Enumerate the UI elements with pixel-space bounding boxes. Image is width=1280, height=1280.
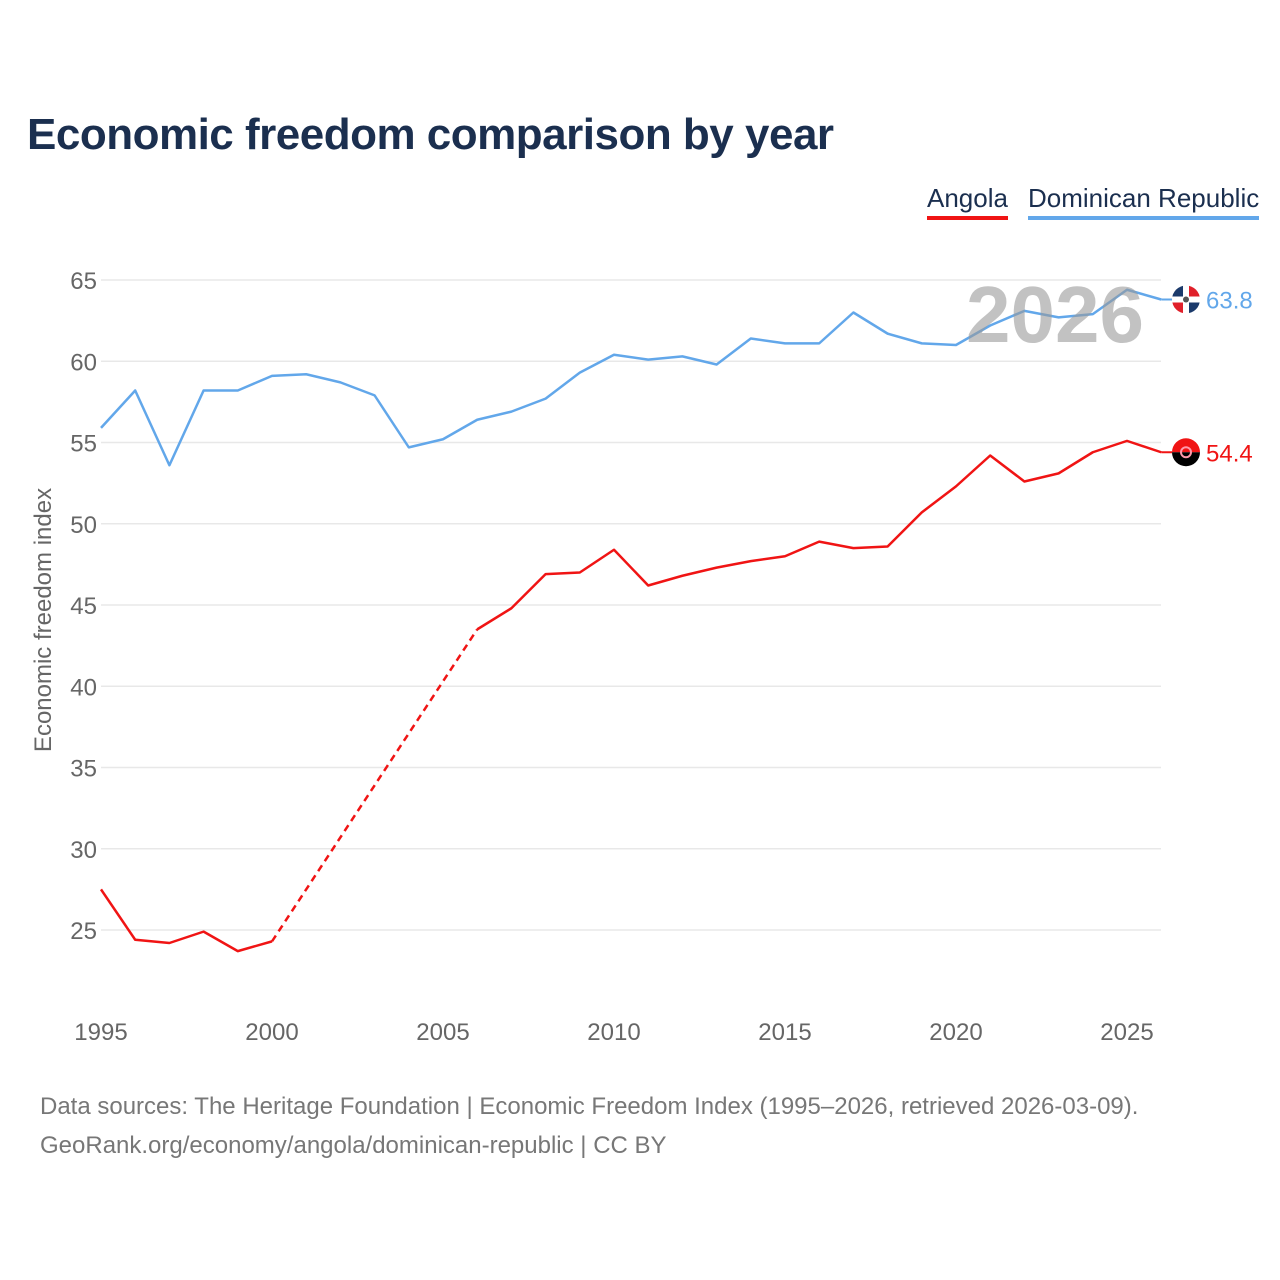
x-tick-label: 1995 <box>74 1019 127 1046</box>
series-line-1 <box>100 288 1162 467</box>
x-tick-label: 2025 <box>1100 1019 1153 1046</box>
x-tick-label: 2005 <box>416 1019 469 1046</box>
y-tick-label: 55 <box>70 431 97 458</box>
flag-q2 <box>1186 285 1200 300</box>
y-axis-label: Economic freedom index <box>30 488 57 752</box>
y-tick-label: 60 <box>70 349 97 376</box>
flag-emblem <box>1183 296 1189 303</box>
flag-q4 <box>1172 299 1186 314</box>
x-tick-label: 2000 <box>245 1019 298 1046</box>
flag-q1 <box>1172 285 1186 300</box>
x-tick-label: 2010 <box>587 1019 640 1046</box>
flag-bottom <box>1172 452 1200 467</box>
end-value-label: 63.8 <box>1206 288 1253 315</box>
source-line-1: Data sources: The Heritage Foundation | … <box>40 1093 1139 1120</box>
source-line-2[interactable]: GeoRank.org/economy/angola/dominican-rep… <box>40 1132 667 1159</box>
x-tick-label: 2015 <box>758 1019 811 1046</box>
chart-title: Economic freedom comparison by year <box>27 110 834 159</box>
y-tick-label: 25 <box>70 918 97 945</box>
dominican-republic-flag-icon <box>1172 285 1200 314</box>
flag-emblem <box>1180 446 1192 459</box>
series-line-0 <box>99 888 273 953</box>
y-tick-label: 30 <box>70 837 97 864</box>
y-tick-label: 35 <box>70 756 97 783</box>
x-tick-label: 2020 <box>929 1019 982 1046</box>
y-tick-label: 65 <box>70 268 97 295</box>
y-tick-label: 45 <box>70 593 97 620</box>
angola-flag-icon <box>1172 438 1200 467</box>
year-watermark: 2026 <box>966 270 1144 359</box>
flag-top <box>1172 438 1200 453</box>
end-value-label: 54.4 <box>1206 440 1253 467</box>
y-tick-label: 40 <box>70 674 97 701</box>
source-note: Data sources: The Heritage Foundation | … <box>40 1087 1138 1165</box>
legend-item-dominican-republic[interactable]: Dominican Republic <box>1028 183 1260 220</box>
flag-q3 <box>1186 299 1200 314</box>
y-tick-label: 50 <box>70 512 97 539</box>
legend-item-angola[interactable]: Angola <box>927 183 1008 220</box>
series-line-0 <box>476 439 1162 631</box>
gap-dashed-line <box>270 628 479 943</box>
